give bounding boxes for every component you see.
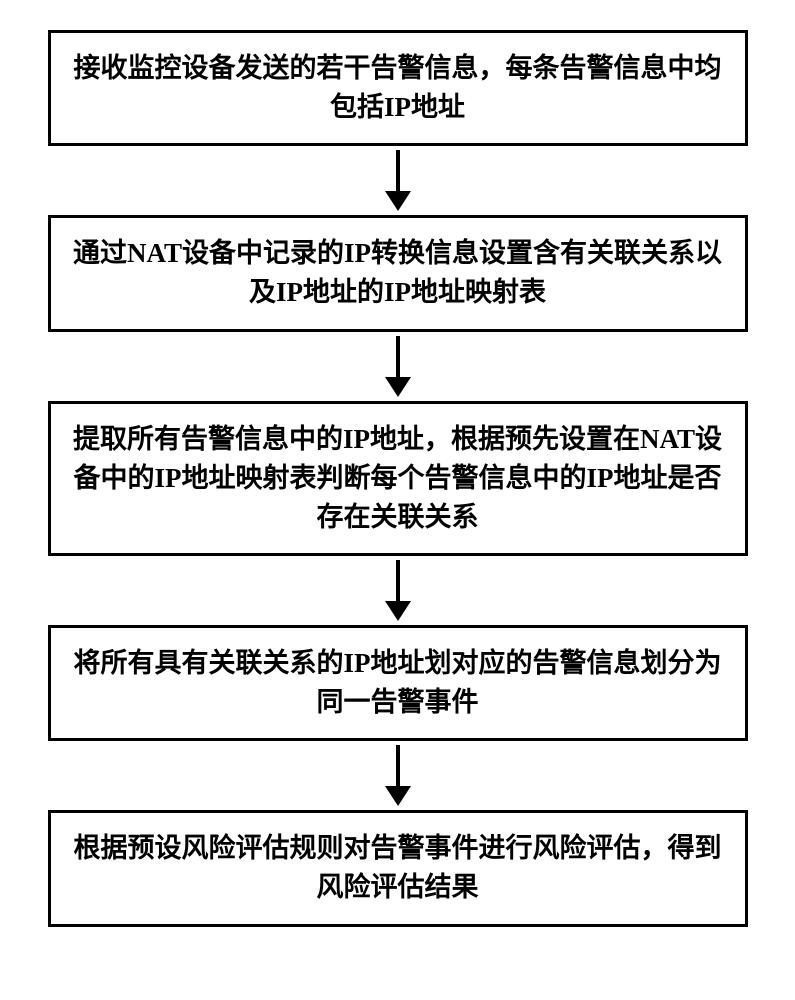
arrow-2-3 [385,336,411,397]
flowchart-step-2: 通过NAT设备中记录的IP转换信息设置含有关联关系以及IP地址的IP地址映射表 [48,215,748,331]
arrow-3-4 [385,560,411,621]
flowchart-step-1: 接收监控设备发送的若干告警信息，每条告警信息中均包括IP地址 [48,30,748,146]
arrow-line [396,745,400,787]
step-text: 将所有具有关联关系的IP地址划对应的告警信息划分为同一告警事件 [73,644,723,722]
arrow-head-icon [385,601,411,621]
step-text: 提取所有告警信息中的IP地址，根据预先设置在NAT设备中的IP地址映射表判断每个… [73,420,723,537]
arrow-head-icon [385,377,411,397]
flowchart-container: 接收监控设备发送的若干告警信息，每条告警信息中均包括IP地址 通过NAT设备中记… [0,0,795,957]
arrow-line [396,150,400,192]
arrow-head-icon [385,786,411,806]
arrow-4-5 [385,745,411,806]
flowchart-step-3: 提取所有告警信息中的IP地址，根据预先设置在NAT设备中的IP地址映射表判断每个… [48,401,748,556]
arrow-line [396,560,400,602]
flowchart-step-5: 根据预设风险评估规则对告警事件进行风险评估，得到风险评估结果 [48,810,748,926]
arrow-head-icon [385,191,411,211]
arrow-line [396,336,400,378]
step-text: 根据预设风险评估规则对告警事件进行风险评估，得到风险评估结果 [73,829,723,907]
arrow-1-2 [385,150,411,211]
step-text: 接收监控设备发送的若干告警信息，每条告警信息中均包括IP地址 [73,49,723,127]
step-text: 通过NAT设备中记录的IP转换信息设置含有关联关系以及IP地址的IP地址映射表 [73,234,723,312]
flowchart-step-4: 将所有具有关联关系的IP地址划对应的告警信息划分为同一告警事件 [48,625,748,741]
